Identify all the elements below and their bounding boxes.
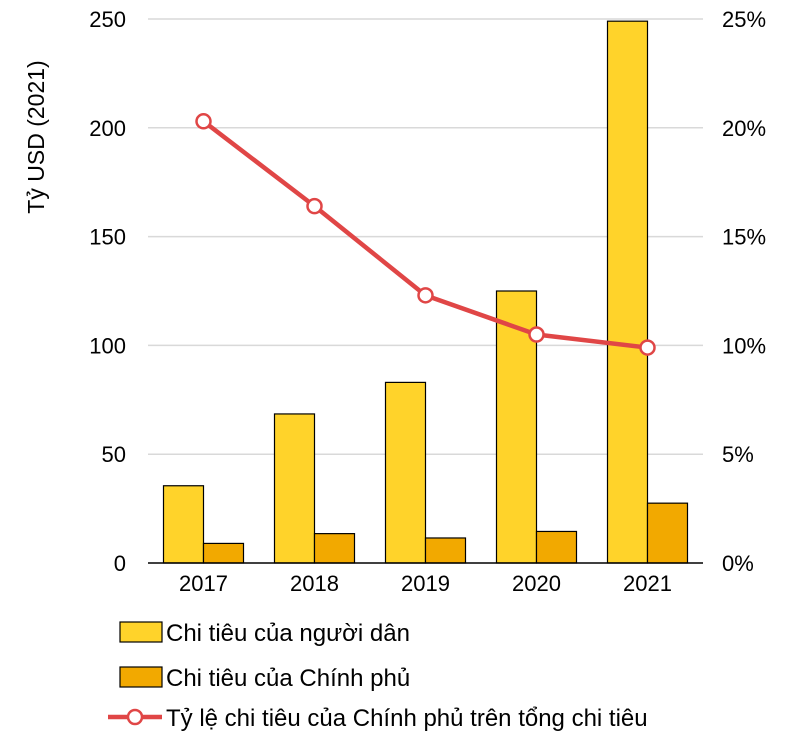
ratio-point — [528, 326, 545, 343]
y-axis-right: 0% 5% 10% 15% 20% 25% — [722, 7, 766, 576]
ratio-point — [639, 339, 656, 356]
x-tick-label: 2017 — [179, 571, 228, 596]
legend-label: Chi tiêu của Chính phủ — [166, 665, 410, 692]
bar-government — [424, 537, 467, 564]
x-tick-label: 2020 — [512, 571, 561, 596]
ratio-point — [417, 287, 434, 304]
ratio-point — [195, 113, 212, 130]
legend-swatch — [119, 621, 163, 643]
x-tick-label: 2019 — [401, 571, 450, 596]
y-axis-title: Tỷ USD (2021) — [23, 60, 49, 213]
y-tick-label: 0 — [114, 551, 126, 576]
bar-government — [202, 542, 245, 564]
bar-household — [384, 381, 427, 564]
x-tick-label: 2018 — [290, 571, 339, 596]
y-tick-label: 150 — [89, 225, 126, 250]
y-tick-label: 50 — [102, 442, 126, 467]
y-axis-left: 0 50 100 150 200 250 — [89, 7, 126, 576]
y2-tick-label: 20% — [722, 116, 766, 141]
y-tick-label: 250 — [89, 7, 126, 32]
legend: Chi tiêu của người dân Chi tiêu của Chính… — [108, 620, 648, 732]
bar-household — [273, 413, 316, 564]
bars — [162, 20, 689, 564]
bar-household — [162, 485, 205, 564]
y2-tick-label: 10% — [722, 333, 766, 358]
x-tick-label: 2021 — [623, 571, 672, 596]
y2-tick-label: 5% — [722, 442, 754, 467]
legend-label: Chi tiêu của người dân — [166, 620, 410, 647]
ratio-line-path — [202, 119, 648, 350]
y2-tick-label: 0% — [722, 551, 754, 576]
ratio-point — [306, 197, 323, 215]
y-tick-label: 100 — [89, 333, 126, 358]
y-tick-label: 200 — [89, 116, 126, 141]
legend-swatch — [119, 666, 163, 688]
y2-tick-label: 25% — [722, 7, 766, 32]
ratio-line — [195, 113, 656, 356]
legend-label: Tỷ lệ chi tiêu của Chính phủ trên tổng c… — [166, 705, 648, 732]
y2-tick-label: 15% — [722, 225, 766, 250]
bar-government — [313, 533, 356, 564]
legend-marker — [126, 708, 144, 726]
bar-government — [646, 502, 689, 564]
bar-government — [535, 530, 578, 564]
x-axis: 2017 2018 2019 2020 2021 — [148, 562, 703, 596]
bar-household — [606, 20, 649, 564]
